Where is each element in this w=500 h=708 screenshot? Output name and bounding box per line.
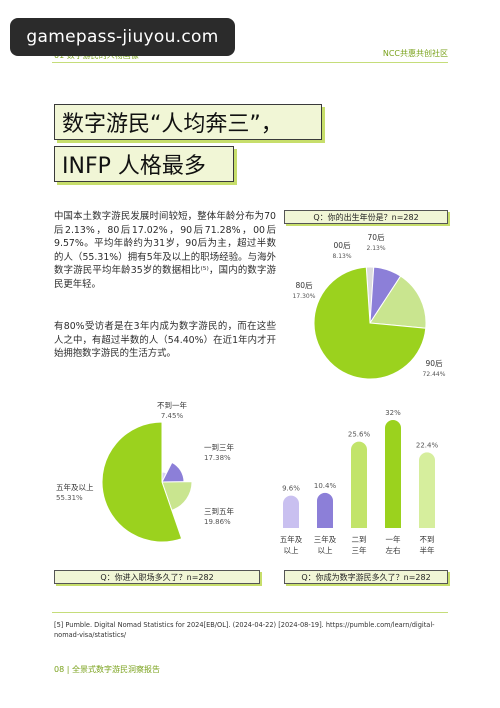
page-footer: 08 | 全景式数字游民洞察报告 (54, 665, 160, 674)
watermark: gamepass-jiuyou.com (10, 18, 235, 56)
bar-base-3 (385, 512, 401, 528)
nomad-duration-question: Q：你成为数字游民多久了？n=282 (284, 570, 448, 584)
bar-base-2 (351, 512, 367, 528)
header-divider (52, 62, 448, 63)
bar-base-1 (317, 512, 333, 528)
birth-year-pie-chart: 70后 2.13% 00后 8.13% 80后 17.30% 90后 72.44% (293, 232, 446, 380)
bar-2 (351, 441, 367, 528)
slice-value-3: 55.31% (56, 494, 83, 502)
slice-label-0: 不到一年 (157, 400, 187, 410)
bar-base-0 (283, 512, 299, 528)
slice-label-0: 70后 (367, 232, 385, 242)
bar-category-line2-0: 以上 (284, 546, 299, 555)
work-experience-question: Q：你进入职场多久了？n=282 (54, 570, 260, 584)
bar-category-line2-3: 左右 (386, 545, 401, 555)
slice-value-2: 19.86% (204, 518, 231, 526)
bar-category-line2-4: 半年 (420, 545, 435, 555)
footnote: [5] Pumble. Digital Nomad Statistics for… (54, 621, 435, 639)
footnote-divider (52, 612, 448, 613)
bar-4 (419, 452, 435, 528)
bar-3 (385, 420, 401, 528)
page-title-line-1: 数字游民“人均奔三”， (54, 104, 322, 140)
slice-value-0: 7.45% (161, 412, 184, 420)
header-community-label: NCC共惠共创社区 (382, 49, 448, 58)
work-experience-pie-chart: 不到一年 7.45% 一到三年 17.38% 三到五年 19.86% 五年及以上 55.31% (56, 400, 234, 543)
slice-label-3: 五年及以上 (56, 482, 94, 492)
slice-label-1: 80后 (295, 280, 313, 290)
slice-value-1: 17.38% (204, 454, 231, 462)
slice-label-3: 00后 (333, 240, 351, 250)
bar-category-line2-1: 以上 (318, 546, 333, 555)
page-title-line-2: INFP 人格最多 (54, 146, 234, 182)
slice-value-0: 2.13% (366, 245, 385, 252)
pie-slice-2 (313, 266, 427, 380)
pie-slice-3 (101, 421, 183, 543)
bar-value-4: 22.4% (416, 441, 439, 449)
bar-category-1: 三年及 (314, 534, 337, 544)
slice-label-1: 一到三年 (204, 442, 234, 452)
slice-label-2: 90后 (425, 358, 443, 368)
slice-value-1: 17.30% (293, 293, 316, 300)
bar-value-0: 9.6% (282, 485, 300, 493)
bar-base-4 (419, 512, 435, 528)
bar-category-line2-2: 三年 (352, 545, 367, 555)
bar-category-0: 五年及 (280, 534, 303, 544)
bar-category-2: 二到 (352, 535, 367, 544)
nomad-duration-paragraph: 有80%受访者是在3年内成为数字游民的，而在这些人之中，有超过半数的人（54.4… (54, 321, 276, 360)
pie-slice-1 (369, 275, 427, 329)
slice-value-3: 8.13% (332, 253, 351, 260)
slice-value-2: 72.44% (423, 371, 446, 378)
bar-category-4: 不到 (420, 535, 435, 544)
bar-category-3: 一年 (386, 534, 401, 544)
bar-value-2: 25.6% (348, 431, 371, 439)
birth-year-question: Q：你的出生年份是？n=282 (284, 210, 448, 224)
slice-label-2: 三到五年 (204, 506, 234, 516)
intro-paragraph: 中国本土数字游民发展时间较短，整体年龄分布为70后2.13%，80后17.02%… (54, 211, 276, 290)
bar-value-1: 10.4% (314, 482, 337, 490)
bar-value-3: 32% (385, 409, 401, 417)
